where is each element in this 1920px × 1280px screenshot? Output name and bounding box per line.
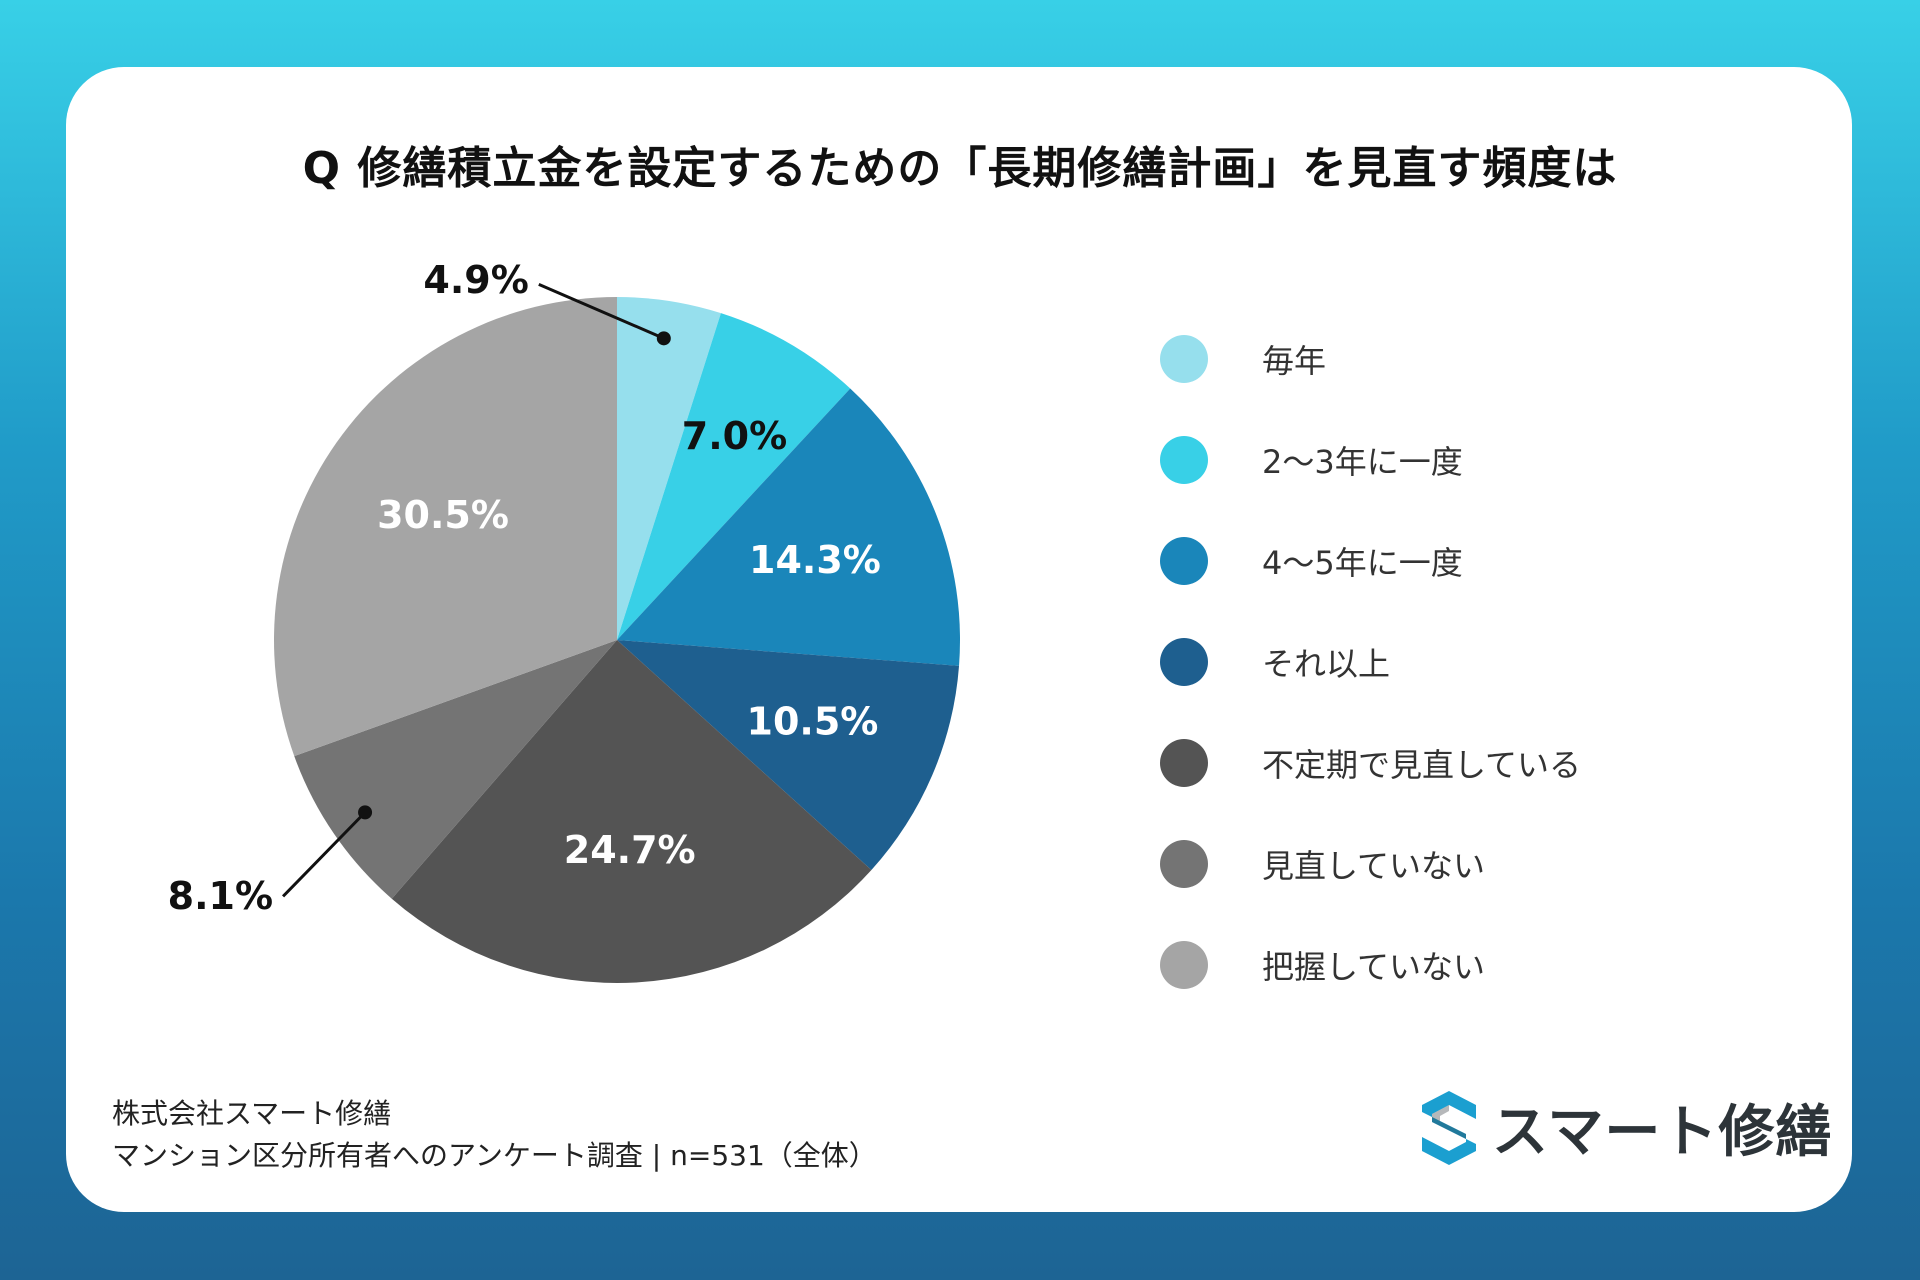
slice-value-label: 7.0% (682, 414, 787, 458)
legend-item: 不定期で見直している (1160, 712, 1581, 813)
brand-logo: スマート修繕 (1420, 1087, 1832, 1168)
leader-dot (656, 331, 671, 346)
legend-swatch (1160, 637, 1208, 686)
legend-label: 毎年 (1262, 341, 1327, 380)
source-note: 株式会社スマート修繕 マンション区分所有者へのアンケート調査 | n=531（全… (112, 1093, 877, 1177)
legend-swatch (1160, 536, 1208, 585)
legend-swatch (1160, 334, 1208, 383)
legend-label: 4〜5年に一度 (1262, 543, 1463, 582)
legend-item: それ以上 (1160, 611, 1581, 712)
pie-slice (294, 640, 617, 899)
chart-legend: 毎年 2〜3年に一度 4〜5年に一度 それ以上不定期で見直している 見直していない 把握し… (1160, 308, 1581, 1015)
pie-slice (273, 297, 617, 757)
legend-item: 把握していない (1160, 914, 1581, 1015)
legend-item: 毎年 (1160, 308, 1581, 409)
pie-slice (617, 313, 851, 640)
company-name: 株式会社スマート修繕 (112, 1097, 392, 1130)
legend-label: 把握していない (1262, 947, 1486, 986)
legend-swatch (1160, 940, 1208, 989)
leader-line (538, 282, 665, 340)
legend-item: 見直していない (1160, 813, 1581, 914)
legend-item: 4〜5年に一度 (1160, 510, 1581, 611)
legend-label: 不定期で見直している (1262, 745, 1582, 784)
slice-value-label: 14.3% (749, 538, 881, 582)
legend-swatch (1160, 738, 1208, 787)
pie-slice (617, 297, 721, 640)
legend-label: それ以上 (1262, 644, 1391, 683)
slice-value-label: 10.5% (747, 699, 879, 743)
chart-title: Q 修繕積立金を設定するための「長期修繕計画」を見直す頻度は (302, 143, 1618, 194)
legend-label: 見直していない (1262, 846, 1486, 885)
slice-value-label: 24.7% (564, 828, 696, 872)
logo-text: スマート修繕 (1492, 1100, 1833, 1165)
legend-item: 2〜3年に一度 (1160, 409, 1581, 510)
legend-label: 2〜3年に一度 (1262, 442, 1463, 481)
legend-swatch (1160, 839, 1208, 888)
slice-value-label: 4.9% (423, 258, 528, 302)
s-logo-icon (1422, 1090, 1476, 1165)
survey-description: マンション区分所有者へのアンケート調査 | n=531（全体） (112, 1139, 877, 1172)
leader-line (281, 811, 367, 898)
pie-slice (391, 640, 872, 984)
legend-swatch (1160, 435, 1208, 484)
pie-slice (617, 640, 960, 871)
leader-dot (358, 805, 373, 820)
slice-value-label: 30.5% (377, 493, 509, 537)
slice-value-label: 8.1% (168, 874, 273, 918)
pie-slice (617, 388, 960, 666)
